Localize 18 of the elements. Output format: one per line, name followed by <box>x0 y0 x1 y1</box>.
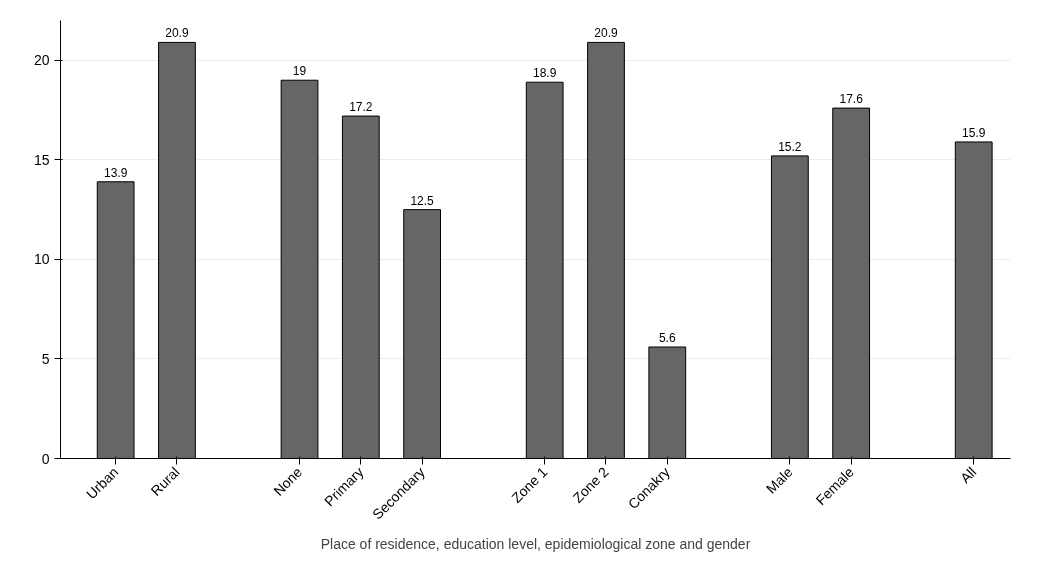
data-label: 15.2 <box>778 139 802 154</box>
y-tick-label: 15 <box>33 151 50 168</box>
data-label: 5.6 <box>658 331 676 346</box>
data-label: 17.2 <box>349 100 373 115</box>
data-label: 20.9 <box>594 26 618 41</box>
x-axis-title: Place of residence, education level, epidemiological zone and gender <box>320 536 751 553</box>
data-label: 19 <box>292 64 307 79</box>
y-tick-label: 0 <box>41 450 50 467</box>
data-label: 18.9 <box>533 66 557 81</box>
y-tick-label: 10 <box>33 251 50 268</box>
y-tick-label: 20 <box>33 52 50 69</box>
x-tick-label: All <box>957 463 980 487</box>
data-label: 20.9 <box>165 26 189 41</box>
data-label: 13.9 <box>103 165 128 180</box>
data-label: 17.6 <box>839 92 864 107</box>
y-tick-label: 5 <box>41 350 50 367</box>
data-label: 12.5 <box>410 193 435 208</box>
data-label: 15.9 <box>962 125 986 140</box>
